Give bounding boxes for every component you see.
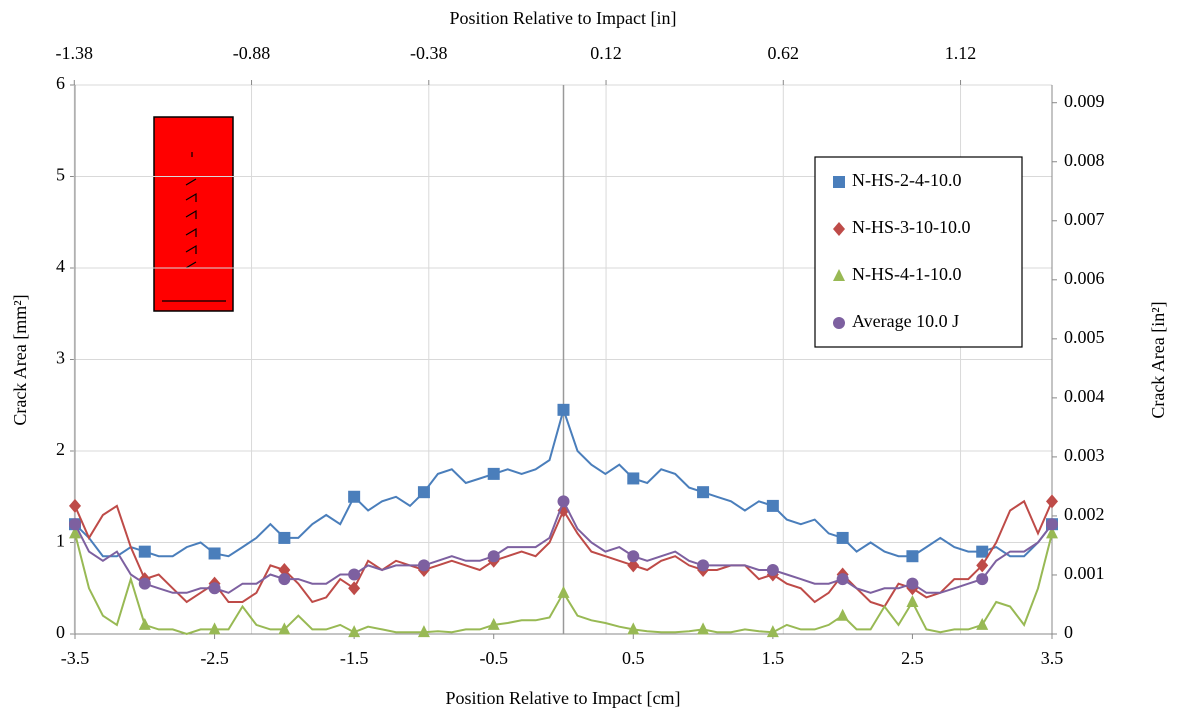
inset-marks (162, 152, 226, 302)
y-tick-label: 5 (56, 165, 65, 185)
marker (69, 498, 81, 513)
legend-marker (833, 269, 845, 281)
marker (417, 559, 430, 572)
y2-tick-label: 0.003 (1064, 445, 1105, 465)
marker (1046, 494, 1058, 509)
y-tick-label: 3 (56, 348, 65, 368)
marker (348, 490, 361, 503)
inset-image (153, 116, 234, 312)
marker (208, 547, 221, 560)
x-tick-label: -3.5 (61, 648, 90, 668)
marker (69, 526, 81, 539)
y2-tick-label: 0.002 (1064, 504, 1105, 524)
x-tick-label: 3.5 (1041, 648, 1064, 668)
marker (417, 625, 430, 638)
marker (208, 582, 221, 595)
x-tick-label: 0.5 (622, 648, 645, 668)
marker (1046, 518, 1058, 531)
marker (976, 545, 989, 558)
y2-tick-label: 0.006 (1064, 268, 1105, 288)
y-tick-label: 4 (56, 256, 65, 276)
marker (976, 617, 989, 630)
legend-label: N-HS-3-10-10.0 (852, 217, 971, 237)
marker (627, 558, 640, 573)
marker (976, 558, 989, 573)
marker (906, 594, 919, 607)
x-tick-label: -2.5 (200, 648, 229, 668)
x-tick-label: -1.5 (340, 648, 369, 668)
marker (138, 545, 151, 558)
x-tick-label: 1.5 (762, 648, 785, 668)
marker (836, 573, 849, 586)
marker (836, 531, 849, 544)
y2-axis-title: Crack Area [in²] (1148, 301, 1168, 418)
x2-tick-label: 0.62 (768, 43, 800, 63)
x2-tick-label: -1.38 (56, 43, 94, 63)
y-tick-label: 0 (56, 622, 65, 642)
legend-marker (833, 222, 845, 236)
y2-tick-label: 0.004 (1064, 386, 1105, 406)
marker (557, 495, 570, 508)
y2-tick-label: 0.007 (1064, 209, 1105, 229)
marker (976, 573, 989, 586)
marker (697, 622, 710, 635)
marker (487, 617, 500, 630)
marker (208, 622, 221, 635)
marker (627, 550, 640, 563)
y2-tick-label: 0.001 (1064, 563, 1105, 583)
y-tick-label: 1 (56, 531, 65, 551)
marker (487, 550, 500, 563)
marker (348, 581, 361, 596)
y2-tick-label: 0.008 (1064, 150, 1105, 170)
marker (278, 573, 291, 586)
marker (278, 622, 291, 635)
marker (138, 577, 151, 590)
y2-tick-label: 0 (1064, 622, 1073, 642)
y-tick-label: 6 (56, 73, 65, 93)
y-tick-label: 2 (56, 439, 65, 459)
marker (766, 625, 779, 638)
marker (487, 467, 500, 480)
marker (906, 577, 919, 590)
x-tick-label: -0.5 (479, 648, 508, 668)
marker (138, 617, 151, 630)
marker (348, 568, 361, 581)
marker (697, 486, 710, 499)
y2-tick-label: 0.009 (1064, 91, 1105, 111)
legend-marker (833, 317, 845, 329)
marker (627, 472, 640, 485)
legend-label: N-HS-4-1-10.0 (852, 264, 962, 284)
legend-label: N-HS-2-4-10.0 (852, 170, 962, 190)
marker (417, 486, 430, 499)
marker (697, 559, 710, 572)
legend-marker (833, 176, 845, 188)
marker (836, 608, 849, 621)
x2-axis-title: Position Relative to Impact [in] (450, 8, 677, 28)
marker (557, 585, 570, 598)
legend-label: Average 10.0 J (852, 311, 959, 331)
legend-box (814, 156, 1023, 348)
marker (278, 562, 291, 577)
y2-tick-label: 0.005 (1064, 327, 1105, 347)
marker (627, 622, 640, 635)
x2-tick-label: 0.12 (590, 43, 622, 63)
marker (766, 499, 779, 512)
marker (557, 403, 570, 416)
x2-tick-label: -0.38 (410, 43, 448, 63)
marker (1046, 526, 1058, 539)
x-tick-label: 2.5 (901, 648, 924, 668)
inset-rect (153, 116, 234, 312)
x-axis-title: Position Relative to Impact [cm] (446, 688, 681, 708)
marker (906, 550, 919, 563)
marker (348, 625, 361, 638)
x2-tick-label: 1.12 (945, 43, 977, 63)
marker (278, 531, 291, 544)
marker (69, 518, 81, 531)
marker (766, 563, 779, 576)
y-axis-title: Crack Area [mm²] (10, 294, 30, 425)
x2-tick-label: -0.88 (233, 43, 271, 63)
